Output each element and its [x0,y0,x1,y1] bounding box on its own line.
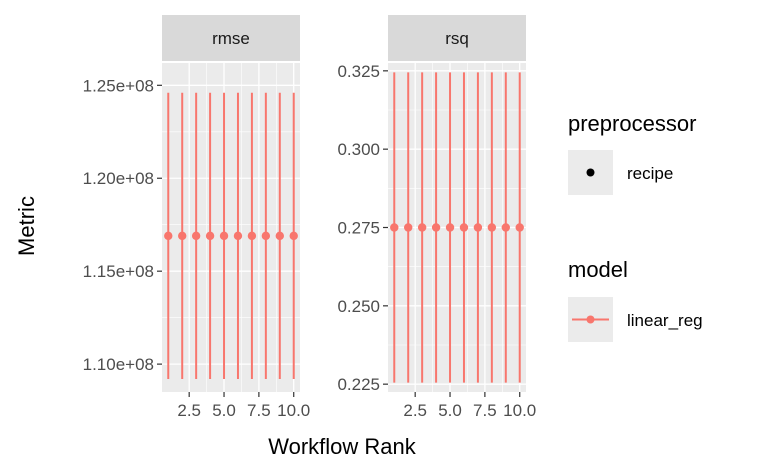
y-axis-title: Metric [14,196,39,256]
panel-rsq: rsq 0.225 0.250 0.275 0.300 0.325 2.5 5.0 7.5 10.… [337,15,536,420]
y-tick-label: 0.225 [337,375,380,394]
data-point [487,223,497,232]
legend-linear-reg-point-icon [586,315,595,324]
x-tick-label: 5.0 [212,401,236,420]
panel-rmse: rmse 1.10e+08 1.15e+08 1.20e+08 1.25e+08 2.5 5… [83,15,310,420]
data-point [219,231,229,241]
data-point [501,223,510,232]
panel-background-rmse [162,63,300,392]
strip-label-rsq: rsq [445,29,469,48]
x-tick-label: 5.0 [438,401,462,420]
y-tick-label: 0.300 [337,140,380,159]
y-tick-label: 0.275 [337,219,380,238]
legend-model-title: model [568,257,628,282]
x-tick-label: 10.0 [503,401,536,420]
legend-linear-reg-label: linear_reg [627,311,703,330]
y-tick-label: 1.15e+08 [83,262,154,281]
data-point [275,231,284,241]
x-tick-label: 2.5 [403,401,427,420]
data-point [515,223,524,232]
x-tick-label: 7.5 [473,401,497,420]
data-point [404,223,413,232]
data-point [445,223,455,232]
legend-preprocessor-title: preprocessor [568,111,696,136]
panels-layer: rmse 1.10e+08 1.15e+08 1.20e+08 1.25e+08 2.5 5… [83,15,536,420]
data-point [289,231,298,241]
strip-rsq [388,15,526,61]
data-point [261,231,271,241]
data-point [191,231,201,241]
y-tick-label: 1.25e+08 [83,76,154,95]
data-point [390,223,399,232]
data-point [205,231,215,241]
legend-recipe-label: recipe [627,164,673,183]
strip-label-rmse: rmse [212,29,250,48]
x-axis-title: Workflow Rank [268,434,417,459]
y-tick-label: 0.325 [337,62,380,81]
legend-recipe-point-icon [586,168,595,177]
data-point [473,223,483,232]
data-point [247,231,257,241]
x-tick-label: 7.5 [247,401,271,420]
data-point [164,231,173,241]
data-point [431,223,441,232]
data-point [417,223,427,232]
data-point [459,223,469,232]
x-tick-label: 2.5 [177,401,201,420]
strip-rmse [162,15,300,61]
y-tick-label: 1.20e+08 [83,169,154,188]
data-point [178,231,187,241]
y-tick-label: 0.250 [337,297,380,316]
x-tick-label: 10.0 [277,401,310,420]
data-point [233,231,243,241]
y-tick-label: 1.10e+08 [83,355,154,374]
